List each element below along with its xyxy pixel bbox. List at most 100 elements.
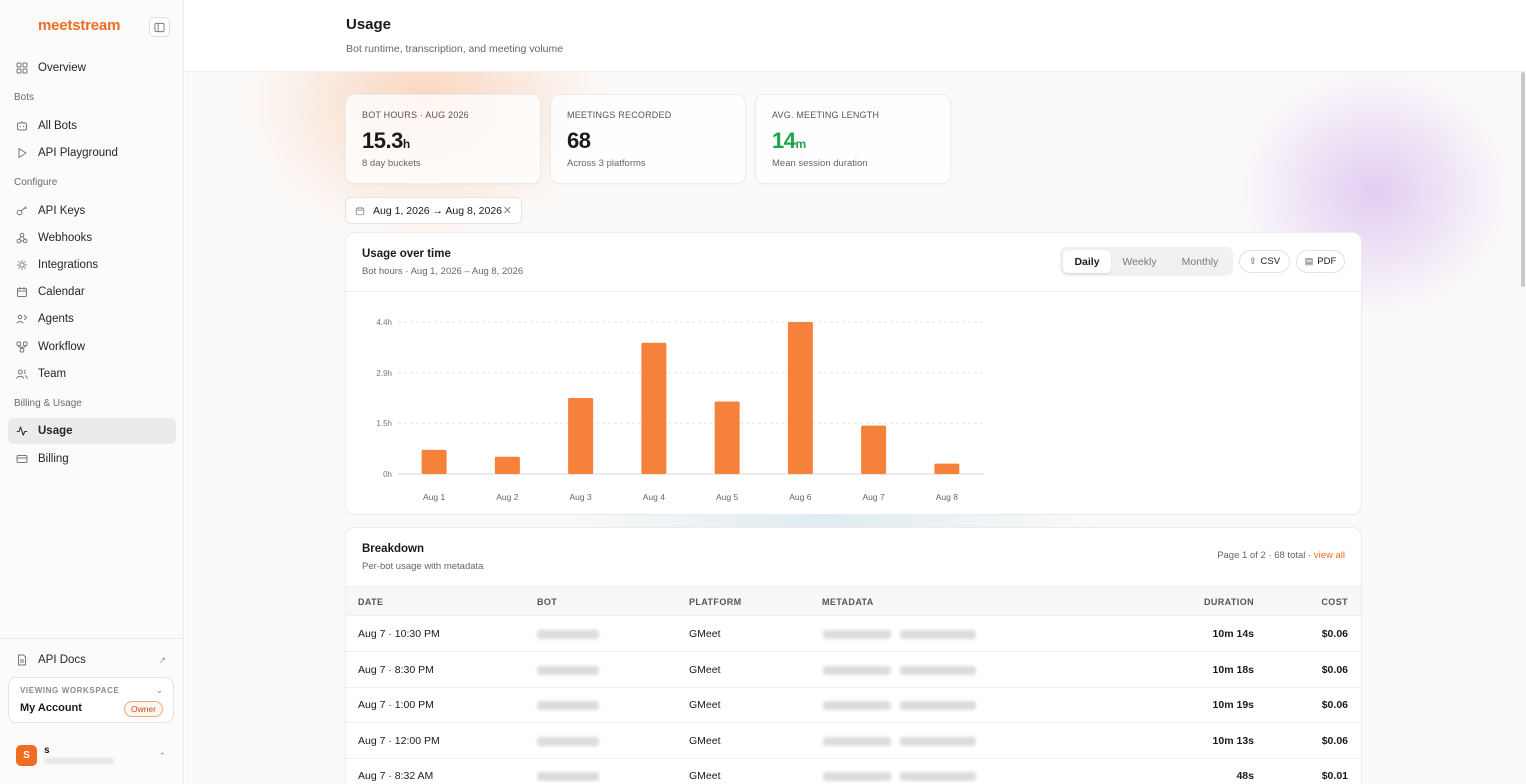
cell-platform: GMeet (689, 663, 721, 676)
bot-icon (16, 120, 28, 132)
cell-date: Aug 7 · 12:00 PM (358, 734, 440, 747)
user-menu[interactable]: S s ⌃ (16, 745, 176, 769)
sidebar-item-label: Team (38, 368, 67, 380)
cell-date: Aug 7 · 8:32 AM (358, 770, 434, 782)
cell-duration: 10m 18s (1212, 663, 1254, 676)
sidebar-item-label: Agents (38, 313, 74, 325)
stat-card-meetings: MEETINGS RECORDED 68 Across 3 platforms (550, 94, 746, 184)
brand-logo[interactable]: meetstream (38, 17, 121, 34)
chart-bar[interactable] (421, 449, 447, 474)
chart-bar[interactable] (861, 425, 887, 474)
page-header: Usage Bot runtime, transcription, and me… (185, 0, 1526, 72)
external-link-icon: ↗ (158, 654, 166, 665)
chart-bar[interactable] (934, 463, 960, 474)
cell-cost: $0.01 (1321, 770, 1348, 782)
sidebar-item-workflow[interactable]: Workflow (8, 334, 176, 360)
table-row[interactable]: Aug 7 · 8:32 AM GMeet 48s $0.01 (346, 759, 1361, 784)
view-all-link[interactable]: view all (1313, 550, 1345, 561)
column-header-metadata[interactable]: METADATA (822, 597, 874, 607)
sidebar-item-api-playground[interactable]: API Playground (8, 140, 176, 166)
x-tick-label: Aug 1 (423, 492, 445, 502)
column-header-platform[interactable]: PLATFORM (689, 597, 742, 607)
cell-bot-redacted (537, 665, 599, 675)
tab-daily[interactable]: Daily (1063, 250, 1111, 273)
chart-bar[interactable] (641, 342, 667, 474)
x-tick-label: Aug 8 (936, 492, 958, 502)
table-header: DATE BOT PLATFORM METADATA DURATION COST (346, 586, 1361, 616)
workspace-label: VIEWING WORKSPACE (20, 686, 120, 695)
sidebar-item-team[interactable]: Team (8, 361, 176, 387)
workspace-switcher[interactable]: VIEWING WORKSPACE ⌄ My Account Owner (8, 677, 174, 723)
pagination-info: Page 1 of 2 · 68 total · view all (1217, 550, 1345, 561)
scrollbar[interactable] (1521, 72, 1525, 287)
y-tick-label: 1.5h (376, 419, 392, 428)
calendar-icon (355, 206, 365, 216)
tab-weekly[interactable]: Weekly (1122, 255, 1157, 268)
cell-metadata-redacted (900, 772, 976, 781)
sidebar-item-api-keys[interactable]: API Keys (8, 198, 176, 224)
stat-subtext: Mean session duration (772, 158, 868, 169)
date-range-filter[interactable]: Aug 1, 2026 → Aug 8, 2026 ✕ (345, 197, 522, 224)
table-row[interactable]: Aug 7 · 10:30 PM GMeet 10m 14s $0.06 (346, 617, 1361, 652)
cell-platform: GMeet (689, 628, 721, 640)
cell-metadata-redacted (900, 736, 976, 746)
column-header-bot[interactable]: BOT (537, 597, 558, 607)
stat-subtext: 8 day buckets (362, 158, 421, 169)
sidebar-item-api-docs[interactable]: API Docs ↗ (8, 647, 176, 673)
cell-metadata-redacted (823, 736, 891, 746)
sidebar-item-label: Workflow (38, 341, 86, 353)
sidebar-item-label: API Keys (38, 205, 86, 217)
chart-svg: 0h 1.5h 2.9h 4.4h Aug 1 Aug 2 Aug 3 Aug 4 Aug 5 A… (376, 318, 984, 502)
table-row[interactable]: Aug 7 · 1:00 PM GMeet 10m 19s $0.06 (346, 688, 1361, 723)
y-tick-label: 0h (383, 470, 392, 479)
sidebar-item-usage[interactable]: Usage (8, 418, 176, 444)
chart-bar[interactable] (714, 401, 740, 474)
x-tick-label: Aug 6 (789, 492, 811, 502)
webhook-icon (16, 232, 28, 244)
upload-icon: ⇪ (1248, 256, 1257, 266)
cell-cost: $0.06 (1321, 628, 1348, 640)
close-icon[interactable]: ✕ (502, 205, 512, 217)
credit-card-icon (16, 453, 28, 465)
chart-bar[interactable] (787, 322, 813, 474)
section-label-billing-usage: Billing & Usage (14, 398, 82, 409)
table-row[interactable]: Aug 7 · 12:00 PM GMeet 10m 13s $0.06 (346, 724, 1361, 759)
chart-bar[interactable] (568, 398, 594, 474)
stat-card-avg-length: AVG. MEETING LENGTH 14m Mean session dur… (755, 94, 951, 184)
sidebar-item-all-bots[interactable]: All Bots (8, 113, 176, 139)
cell-cost: $0.06 (1321, 734, 1348, 747)
play-icon (16, 147, 28, 159)
column-header-cost[interactable]: COST (1321, 597, 1348, 607)
table-row[interactable]: Aug 7 · 8:30 PM GMeet 10m 18s $0.06 (346, 653, 1361, 688)
workspace-name: My Account (20, 702, 82, 714)
column-header-duration[interactable]: DURATION (1203, 597, 1254, 607)
chart-bar[interactable] (494, 456, 520, 474)
export-csv-button[interactable]: ⇪ CSV (1239, 250, 1290, 273)
cell-duration: 10m 14s (1212, 628, 1254, 640)
tab-monthly[interactable]: Monthly (1181, 255, 1219, 268)
puzzle-icon (16, 259, 28, 271)
x-tick-label: Aug 4 (643, 492, 665, 502)
cell-metadata-redacted (823, 772, 891, 781)
cell-bot-redacted (537, 630, 599, 639)
cell-metadata-redacted (900, 630, 976, 639)
sidebar-item-webhooks[interactable]: Webhooks (8, 225, 176, 251)
sidebar-item-label: Calendar (38, 286, 85, 298)
sidebar-item-agents[interactable]: Agents (8, 306, 176, 332)
sidebar-item-overview[interactable]: Overview (8, 55, 176, 81)
sidebar-item-label: Webhooks (38, 232, 93, 244)
grid-icon (16, 62, 28, 74)
export-pdf-button[interactable]: ▤ PDF (1296, 250, 1345, 273)
sidebar-item-label: API Docs (38, 654, 86, 666)
cell-cost: $0.06 (1321, 699, 1348, 711)
cell-platform: GMeet (689, 734, 721, 747)
sidebar-item-calendar[interactable]: Calendar (8, 279, 176, 305)
card-subtitle: Bot hours · Aug 1, 2026 – Aug 8, 2026 (362, 266, 524, 277)
sidebar-item-label: Billing (38, 453, 69, 465)
column-header-date[interactable]: DATE (358, 597, 384, 607)
sidebar-item-billing[interactable]: Billing (8, 446, 176, 472)
sidebar-toggle-button[interactable] (149, 17, 170, 37)
sidebar-item-integrations[interactable]: Integrations (8, 252, 176, 278)
agents-icon (16, 313, 28, 325)
breakdown-card: Breakdown Per-bot usage with metadata Pa… (345, 527, 1362, 784)
